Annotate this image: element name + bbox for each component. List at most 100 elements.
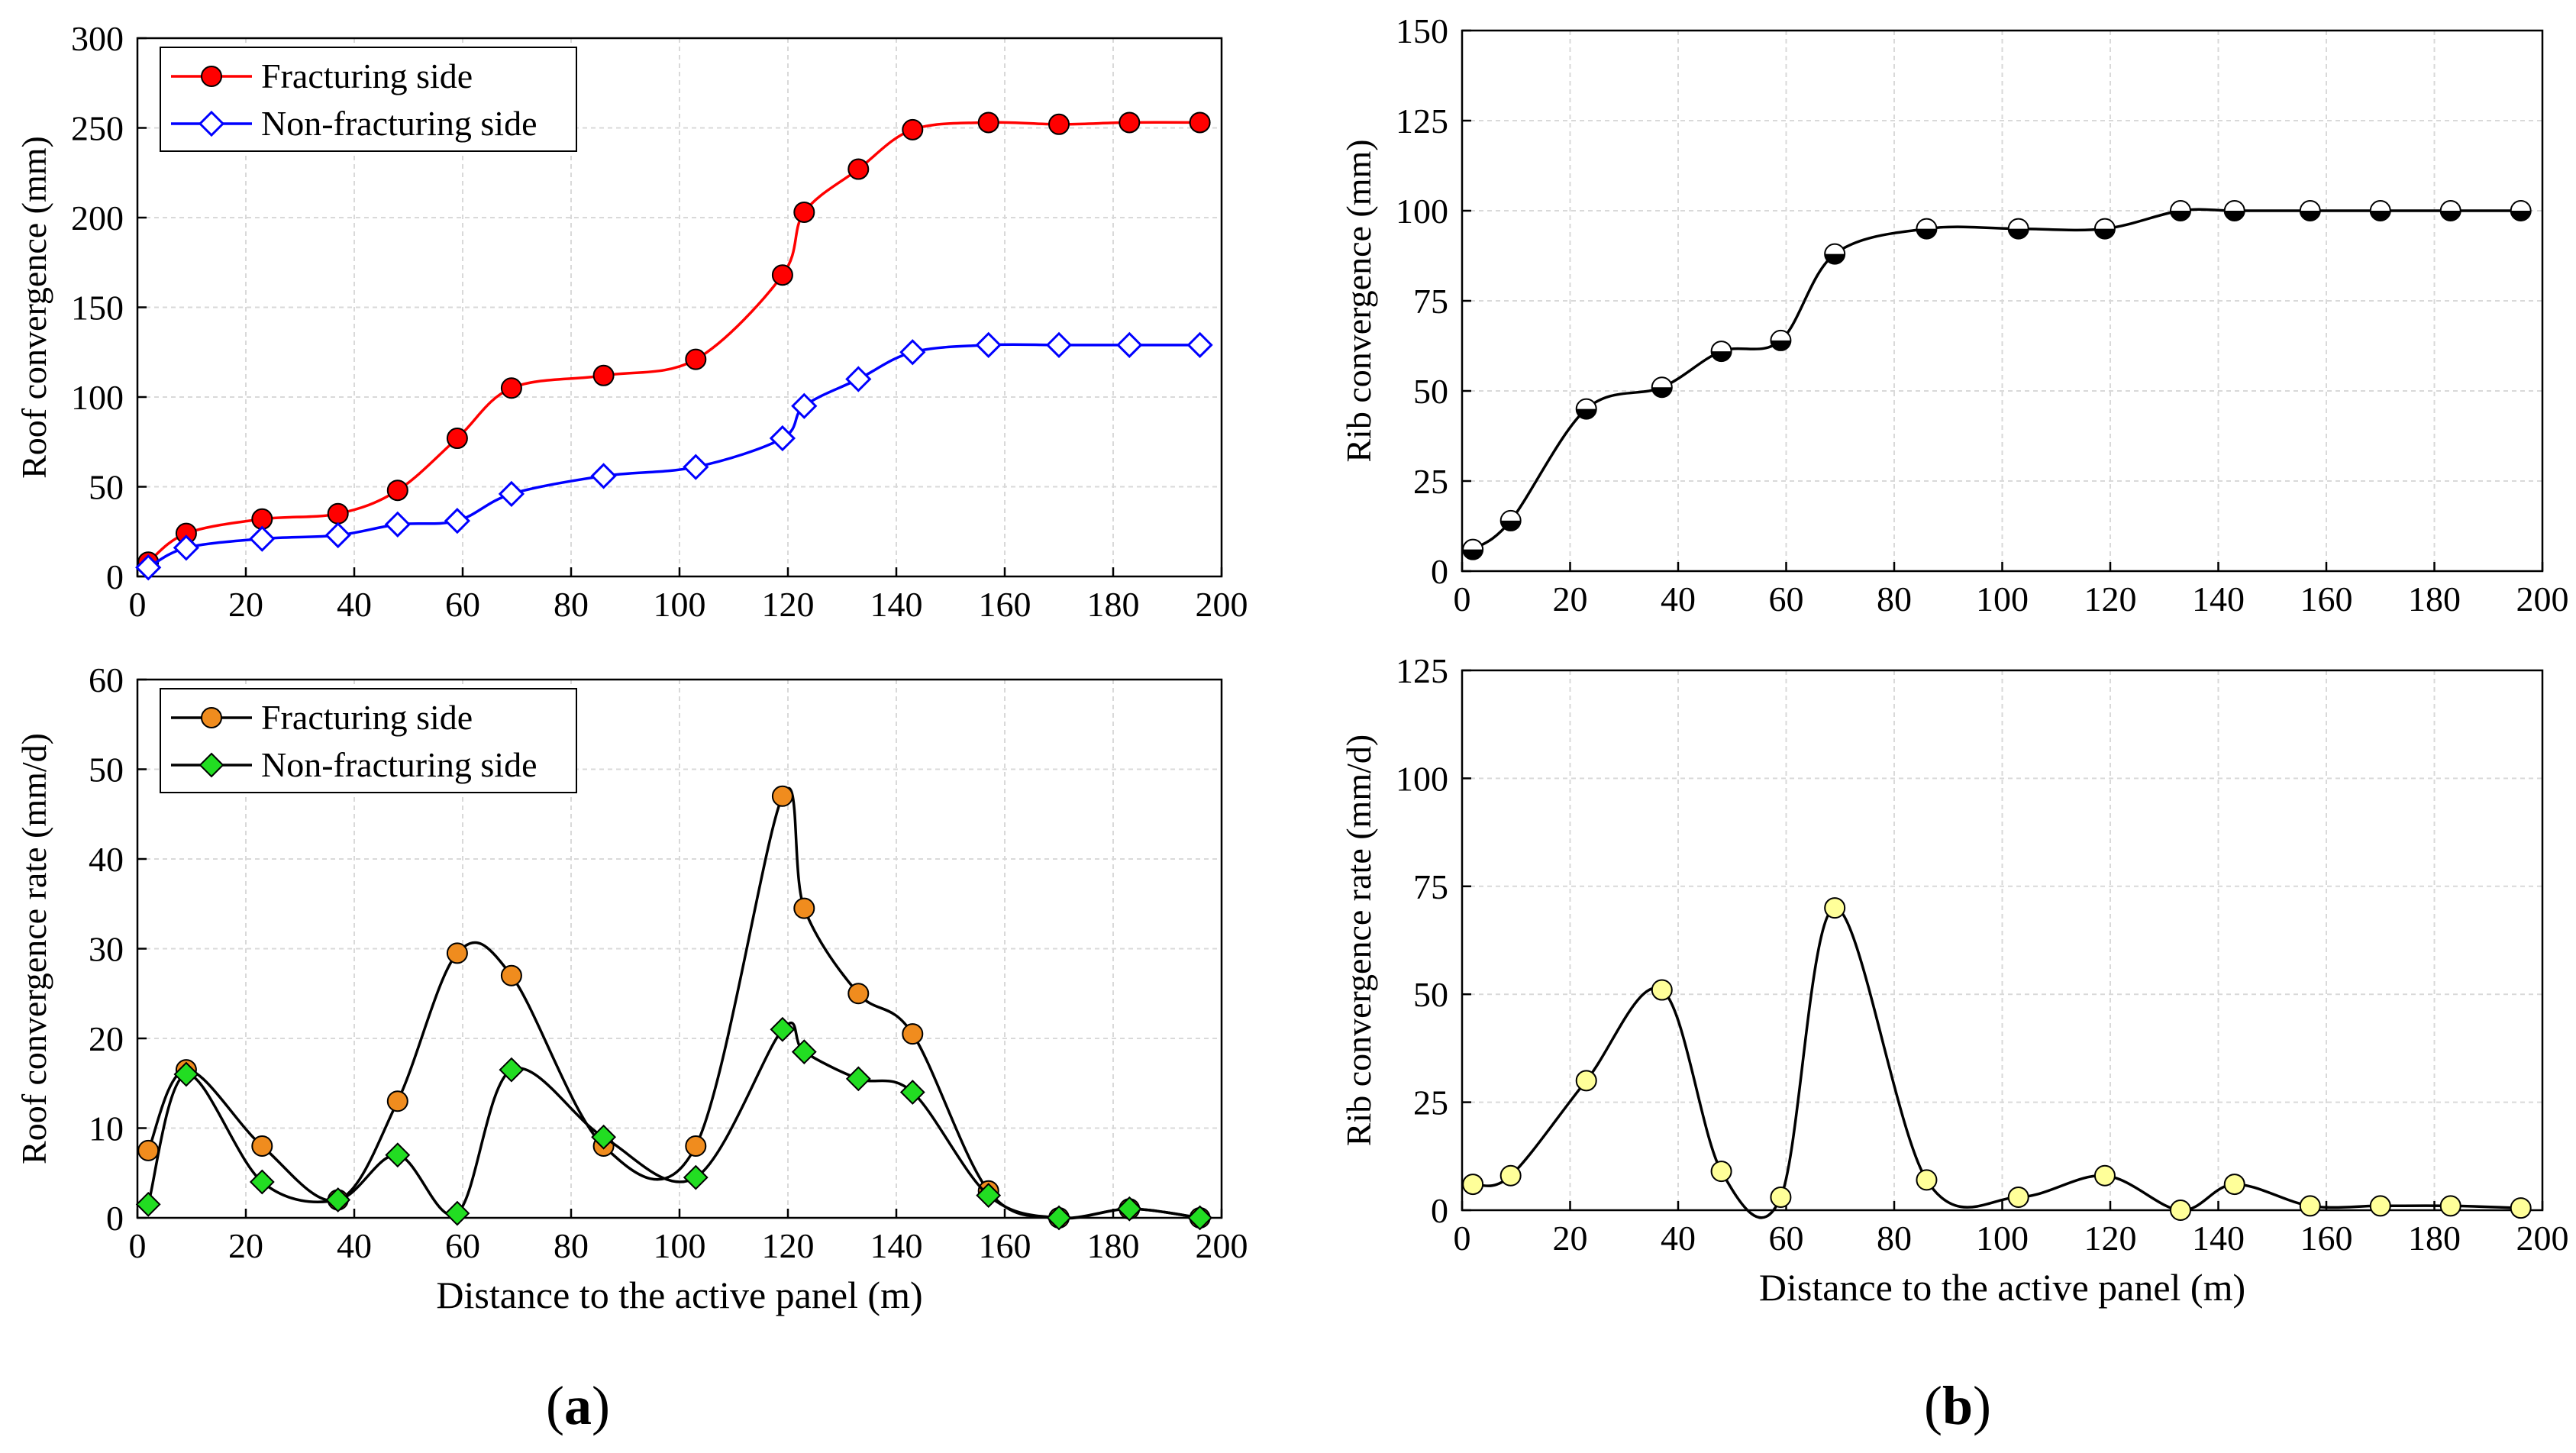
y-axis-title: Rib convergence (mm) [1339, 139, 1378, 462]
x-tick-label: 200 [2516, 1219, 2569, 1258]
y-axis-title: Roof convergence rate (mm/d) [15, 733, 53, 1164]
gridlines [1462, 31, 2542, 571]
x-tick-label: 180 [1087, 1226, 1140, 1265]
y-tick-label: 100 [1396, 192, 1448, 231]
chart-roof-convergence: 0 20 40 60 80 100 120 140 160 180 200 0 50 100 150 200 2… [15, 19, 1248, 624]
data-point [2169, 200, 2191, 221]
legend-box [160, 688, 577, 793]
data-point [791, 1039, 817, 1065]
marker-bottom-half [2224, 211, 2245, 221]
y-tick-label: 50 [1413, 975, 1448, 1014]
x-tick-label: 0 [129, 585, 147, 624]
data-point [2299, 1195, 2321, 1217]
x-tick-label: 0 [129, 1226, 147, 1265]
x-tick-label: 40 [1661, 1219, 1696, 1258]
data-point [976, 1183, 1002, 1209]
series-fracturing-side [137, 785, 1211, 1229]
data-point [444, 508, 471, 534]
x-tick-label: 80 [1877, 1219, 1912, 1258]
data-point [1499, 1164, 1522, 1187]
y-axis-title: Roof convergence (mm) [15, 136, 53, 479]
marker-bottom-half [2440, 211, 2461, 221]
y-tick-label: 20 [89, 1019, 124, 1058]
x-tick-label: 20 [1553, 580, 1588, 618]
data-point [1116, 331, 1143, 358]
data-point [500, 377, 522, 399]
data-point [385, 1142, 411, 1168]
panel-label-a: (a) [546, 1375, 610, 1436]
x-tick-label: 60 [445, 585, 480, 624]
y-tick-label: 50 [89, 468, 124, 507]
x-tick-label: 20 [228, 1226, 263, 1265]
y-tick-label: 200 [71, 199, 124, 237]
data-point [902, 1023, 924, 1045]
y-tick-label: 10 [89, 1109, 124, 1148]
data-point [977, 111, 999, 134]
data-point [2369, 200, 2391, 221]
legend: Fracturing side Non-fracturing side [160, 688, 577, 793]
data-point [1119, 111, 1141, 134]
data-point [1770, 1187, 1792, 1209]
data-point [446, 942, 468, 964]
marker-bottom-half [1825, 253, 1845, 264]
data-point [386, 479, 408, 502]
gridlines [1462, 670, 2542, 1210]
legend-marker [201, 707, 222, 728]
data-point [1189, 111, 1211, 134]
x-tick-label: 180 [1087, 585, 1140, 624]
marker-bottom-half [1651, 387, 1672, 398]
gridlines [137, 38, 1222, 576]
x-tick-label: 200 [2516, 580, 2569, 618]
data-point [2093, 218, 2116, 240]
data-point [845, 366, 872, 392]
x-tick-label: 180 [2408, 580, 2461, 618]
x-tick-label: 40 [337, 585, 372, 624]
data-point [500, 964, 522, 986]
data-point [327, 502, 349, 525]
data-point [1046, 1205, 1072, 1231]
data-point [1651, 979, 1673, 1001]
y-tick-label: 300 [71, 19, 124, 58]
data-point [173, 1061, 199, 1087]
data-point [2510, 1197, 2532, 1219]
chart-roof-convergence-rate: 0 20 40 60 80 100 120 140 160 180 200 0 10 20 30 40 50 60… [15, 660, 1248, 1316]
marker-bottom-half [1916, 228, 1937, 239]
x-axis-title: Distance to the active panel (m) [1759, 1266, 2245, 1309]
marker-bottom-half [2300, 211, 2320, 221]
data-point [249, 1169, 275, 1195]
data-point [386, 1090, 408, 1112]
legend-label: Fracturing side [261, 57, 473, 95]
data-point [590, 463, 617, 489]
data-point [1710, 1161, 1732, 1183]
y-tick-label: 50 [89, 751, 124, 789]
data-point [137, 1139, 160, 1161]
data-point [384, 511, 411, 538]
marker-bottom-half [1463, 549, 1483, 560]
data-point [1462, 538, 1484, 560]
y-tick-label: 125 [1396, 102, 1448, 140]
data-point [251, 1135, 273, 1157]
data-point [2299, 200, 2321, 221]
data-point [899, 1080, 925, 1105]
marker-bottom-half [1711, 351, 1732, 362]
x-tick-label: 140 [2192, 580, 2245, 618]
x-tick-label: 60 [445, 1226, 480, 1265]
y-tick-label: 25 [1413, 462, 1448, 501]
y-tick-label: 75 [1413, 867, 1448, 906]
marker-bottom-half [2370, 211, 2390, 221]
data-point [1824, 897, 1846, 919]
x-tick-label: 20 [1553, 1219, 1588, 1258]
y-tick-label: 40 [89, 840, 124, 879]
y-tick-label: 0 [1431, 1191, 1448, 1230]
y-tick-label: 100 [1396, 759, 1448, 798]
data-point [1116, 1196, 1142, 1222]
data-point [2510, 200, 2532, 221]
data-point [173, 534, 200, 561]
legend-label: Non-fracturing side [261, 104, 537, 143]
y-tick-label: 100 [71, 378, 124, 417]
data-point [249, 525, 276, 552]
data-point [325, 1187, 351, 1212]
data-point [2007, 1187, 2029, 1209]
data-point [499, 1057, 525, 1083]
x-tick-label: 60 [1769, 580, 1804, 618]
